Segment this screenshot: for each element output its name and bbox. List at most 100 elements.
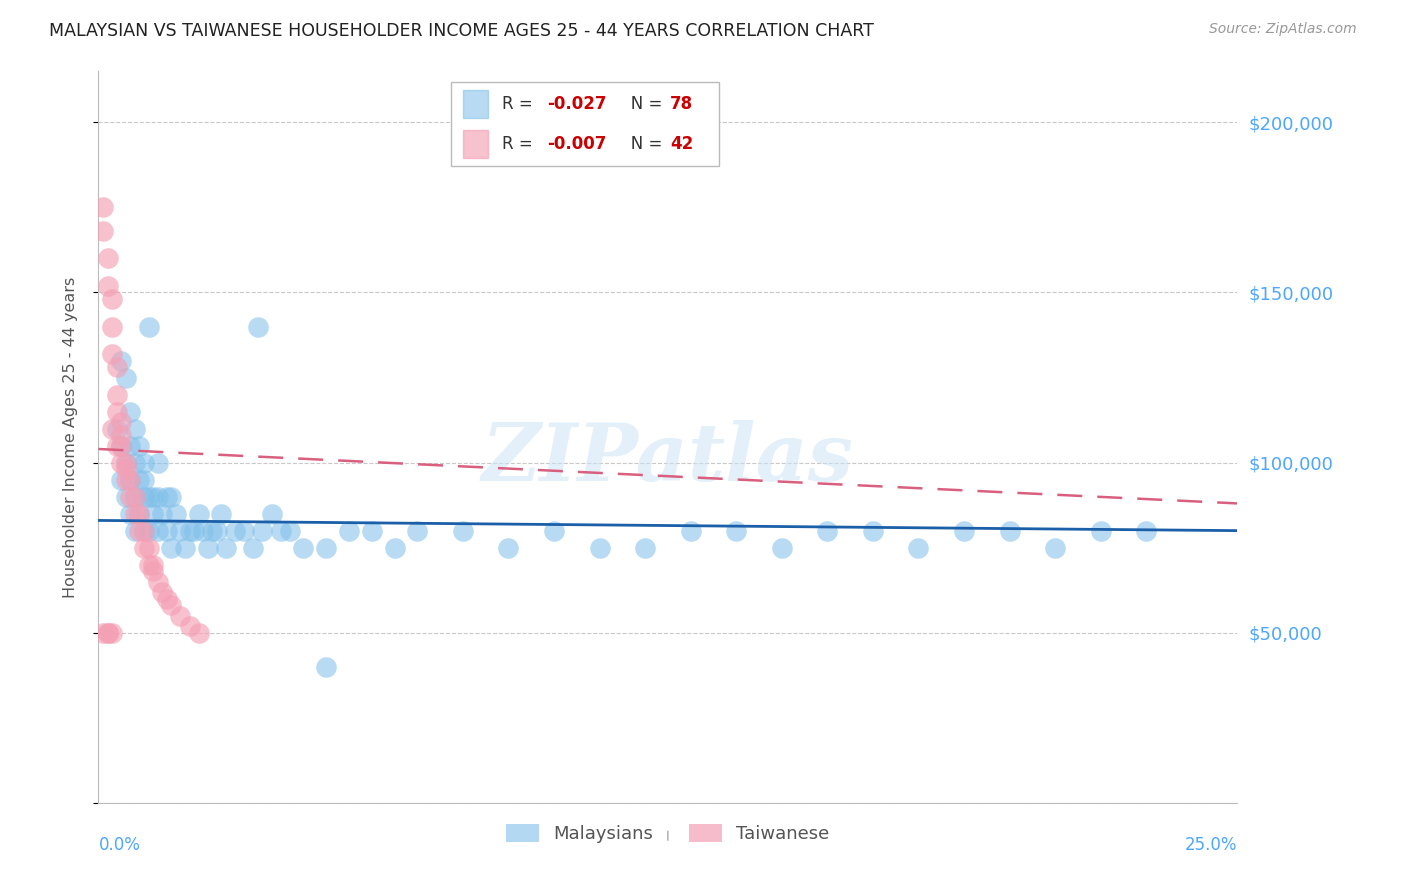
Point (160, 599, 183, 613)
Point (96, 625, 118, 640)
Text: -0.007: -0.007 (547, 136, 606, 153)
Point (105, 404, 128, 418)
Point (174, 541, 197, 555)
Point (105, 360, 128, 375)
Point (360, 524, 382, 538)
Point (101, 421, 124, 435)
Text: -0.027: -0.027 (547, 95, 606, 112)
Point (169, 608, 191, 623)
Point (142, 507, 165, 521)
Point (124, 421, 146, 435)
Point (91, 224, 114, 238)
Point (260, 507, 283, 521)
Point (156, 591, 179, 606)
Point (138, 490, 160, 504)
Point (1135, 524, 1157, 538)
Point (197, 541, 219, 555)
Point (160, 541, 183, 555)
Point (132, 456, 155, 470)
Point (337, 524, 360, 538)
Text: MALAYSIAN VS TAIWANESE HOUSEHOLDER INCOME AGES 25 - 44 YEARS CORRELATION CHART: MALAYSIAN VS TAIWANESE HOUSEHOLDER INCOM… (49, 22, 875, 40)
Point (1043, 541, 1066, 555)
Point (201, 524, 224, 538)
Point (725, 524, 748, 538)
Point (96, 252, 118, 266)
Point (142, 490, 165, 504)
Legend: Malaysians, Taiwanese: Malaysians, Taiwanese (501, 819, 835, 848)
Point (150, 507, 173, 521)
Point (105, 439, 128, 453)
Point (205, 524, 228, 538)
Point (105, 421, 128, 435)
Point (209, 507, 232, 521)
Point (588, 541, 610, 555)
Point (101, 319, 124, 334)
Point (128, 507, 150, 521)
Point (132, 473, 155, 487)
Point (114, 490, 136, 504)
Y-axis label: Householder Income Ages 25 - 44 years: Householder Income Ages 25 - 44 years (63, 277, 77, 598)
Point (160, 490, 183, 504)
Point (128, 507, 150, 521)
Point (110, 353, 132, 368)
Text: R =: R = (502, 95, 537, 112)
Point (114, 456, 136, 470)
Point (138, 524, 160, 538)
Text: 42: 42 (671, 136, 693, 153)
Point (96, 278, 118, 293)
Point (315, 659, 337, 673)
Point (907, 541, 929, 555)
Point (179, 619, 201, 633)
Text: R =: R = (502, 136, 537, 153)
Point (132, 490, 155, 504)
Point (146, 574, 169, 589)
Point (120, 439, 142, 453)
Point (114, 456, 136, 470)
Point (998, 524, 1021, 538)
Point (679, 524, 702, 538)
Point (315, 541, 337, 555)
Point (215, 541, 238, 555)
Point (146, 490, 169, 504)
Point (270, 524, 292, 538)
Point (138, 558, 160, 572)
Point (120, 473, 142, 487)
Point (132, 541, 155, 555)
Point (114, 370, 136, 384)
Text: Source: ZipAtlas.com: Source: ZipAtlas.com (1209, 22, 1357, 37)
Point (224, 524, 246, 538)
Point (124, 490, 146, 504)
Point (105, 387, 128, 401)
Point (187, 507, 209, 521)
Text: N =: N = (616, 95, 668, 112)
Point (146, 524, 169, 538)
Point (292, 541, 315, 555)
Point (150, 585, 173, 599)
Point (128, 473, 150, 487)
Point (543, 524, 565, 538)
Point (120, 490, 142, 504)
Text: ZIPatlas: ZIPatlas (482, 420, 853, 498)
Point (278, 524, 301, 538)
Point (142, 558, 165, 572)
Point (384, 541, 406, 555)
Bar (463, 90, 488, 118)
Point (169, 524, 191, 538)
Point (120, 473, 142, 487)
Point (110, 473, 132, 487)
Point (110, 428, 132, 442)
Point (128, 439, 150, 453)
Point (114, 462, 136, 476)
Point (101, 293, 124, 307)
Point (110, 456, 132, 470)
Point (498, 541, 520, 555)
Point (179, 524, 201, 538)
Point (128, 524, 150, 538)
Bar (463, 130, 488, 158)
Point (91, 625, 114, 640)
Point (114, 473, 136, 487)
Point (953, 524, 976, 538)
Point (193, 524, 215, 538)
Point (101, 347, 124, 361)
Point (1090, 524, 1112, 538)
